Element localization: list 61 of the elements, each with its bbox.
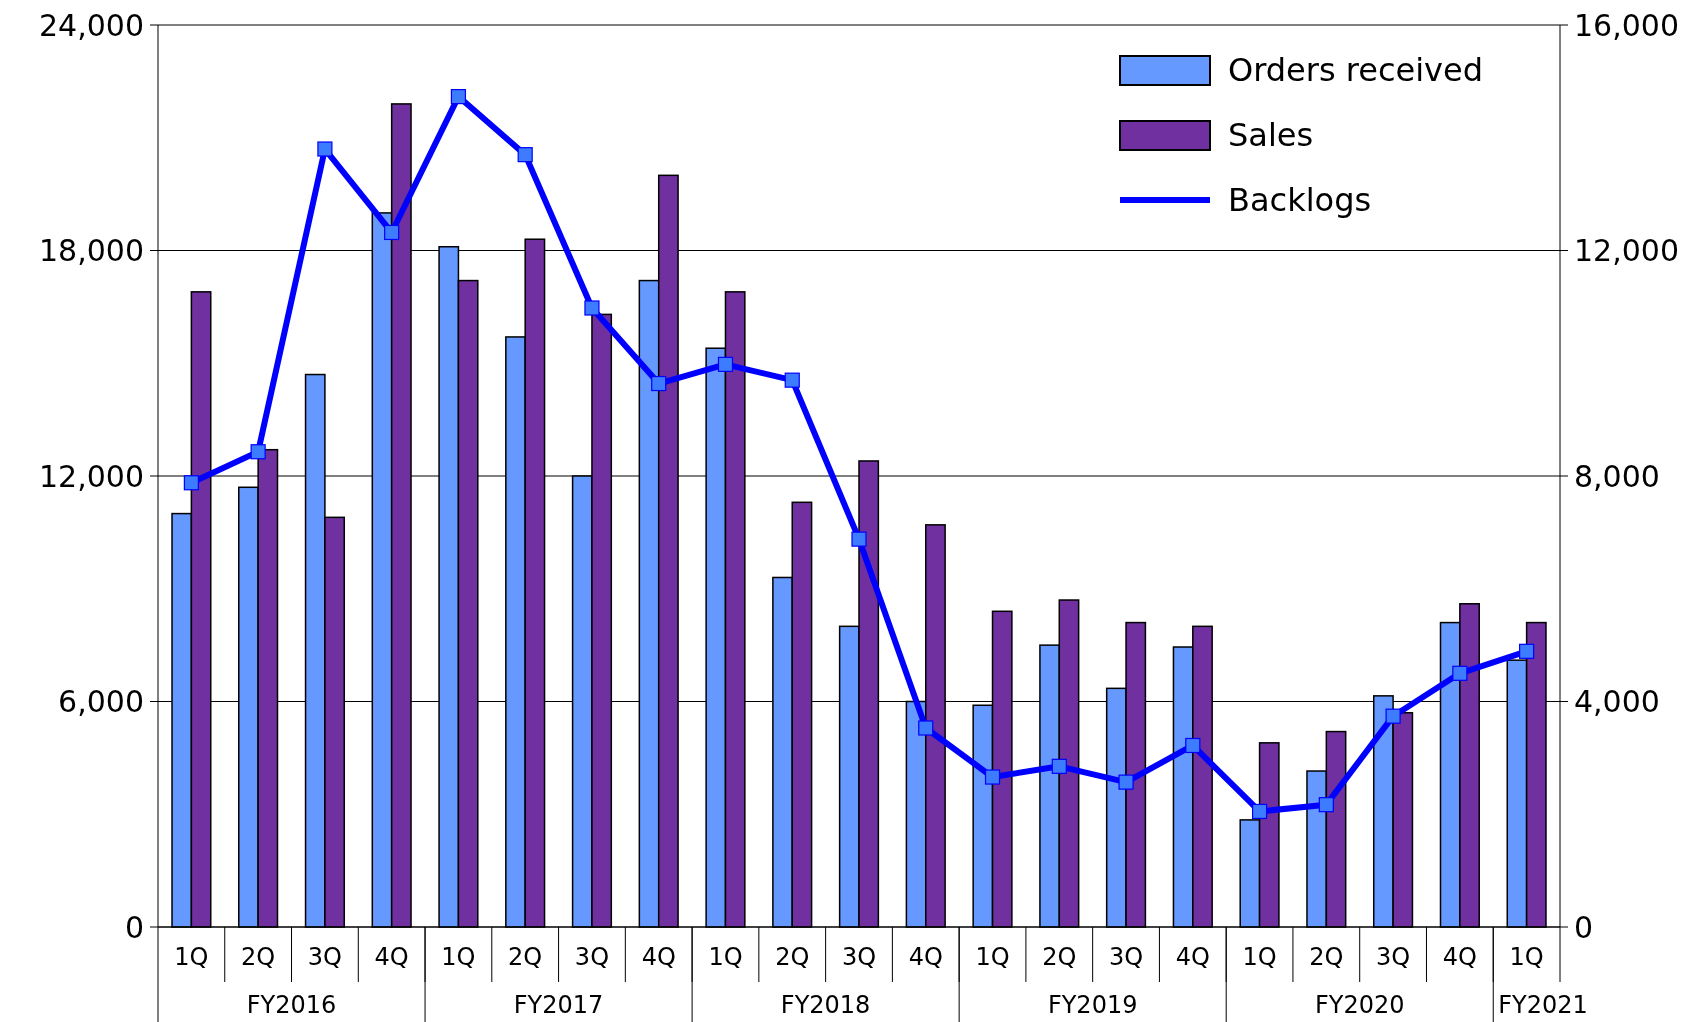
point: [384, 224, 400, 241]
x-tick-label: 3Q: [1108, 943, 1144, 971]
point: [1452, 665, 1468, 681]
point: [183, 475, 199, 491]
point: [450, 89, 467, 105]
y2-tick-label: 4,000: [1574, 684, 1660, 719]
y2-tick-label: 8,000: [1574, 458, 1660, 494]
x-tick-label: 1Q: [441, 943, 476, 971]
y2-tick-label: 12,000: [1574, 233, 1679, 268]
point: [851, 531, 867, 547]
legend-label: Backlogs: [1228, 181, 1372, 220]
y2-tick-label: 16,000: [1574, 7, 1679, 43]
x-tick-label: 4Q: [374, 943, 409, 971]
point: [984, 769, 1001, 785]
text: FY2021: [1498, 991, 1588, 1019]
x-tick-label: 4Q: [1175, 943, 1210, 971]
point: [1318, 797, 1334, 813]
y-tick-label: 24,000: [39, 7, 144, 43]
x-tick-label: 1Q: [174, 943, 209, 971]
point: [1051, 758, 1067, 774]
y-tick-label: 0: [124, 909, 144, 945]
point: [918, 720, 934, 736]
x-tick-label: 2Q: [241, 943, 276, 971]
point: [717, 356, 734, 372]
x-tick-label: 3Q: [307, 943, 342, 971]
x-tick-label: 4Q: [1442, 943, 1477, 971]
point: [250, 444, 266, 460]
x-tick-label: 1Q: [975, 943, 1010, 971]
point: [1251, 803, 1268, 820]
y-tick-label: 6,000: [58, 684, 144, 719]
point: [584, 300, 600, 316]
x-tick-label: 2Q: [508, 943, 543, 971]
legend-label: Orders received: [1228, 51, 1484, 90]
point: [1385, 708, 1401, 724]
x-tick-label: 4Q: [908, 943, 943, 971]
y-tick-label: 18,000: [39, 233, 144, 268]
x-tick-label: 4Q: [641, 943, 676, 971]
x-tick-label: 1Q: [1509, 943, 1544, 971]
x-tick-label: 3Q: [574, 943, 610, 971]
x-tick-label: 2Q: [1309, 943, 1344, 971]
point: [651, 375, 667, 392]
x-tick-label: 3Q: [841, 943, 877, 971]
y-tick-label: 12,000: [39, 458, 144, 494]
x-tick-label: 2Q: [775, 943, 810, 971]
point: [1118, 774, 1134, 790]
point: [1185, 737, 1201, 754]
point: [517, 147, 533, 163]
x-tick-label: 2Q: [1042, 943, 1077, 971]
text: FY2017: [513, 991, 604, 1019]
x-tick-label: 1Q: [1242, 943, 1277, 971]
x-tick-label: 3Q: [1376, 943, 1411, 971]
y2-tick-label: 0: [1574, 909, 1594, 945]
x-tick-label: 1Q: [708, 943, 743, 971]
text: FY2018: [780, 991, 871, 1019]
legend-label: Sales: [1228, 116, 1314, 155]
text: FY2016: [246, 991, 337, 1019]
point: [784, 372, 800, 388]
point: [317, 141, 333, 157]
text: FY2020: [1314, 991, 1405, 1019]
point: [1519, 643, 1535, 659]
text: FY2019: [1047, 991, 1138, 1019]
